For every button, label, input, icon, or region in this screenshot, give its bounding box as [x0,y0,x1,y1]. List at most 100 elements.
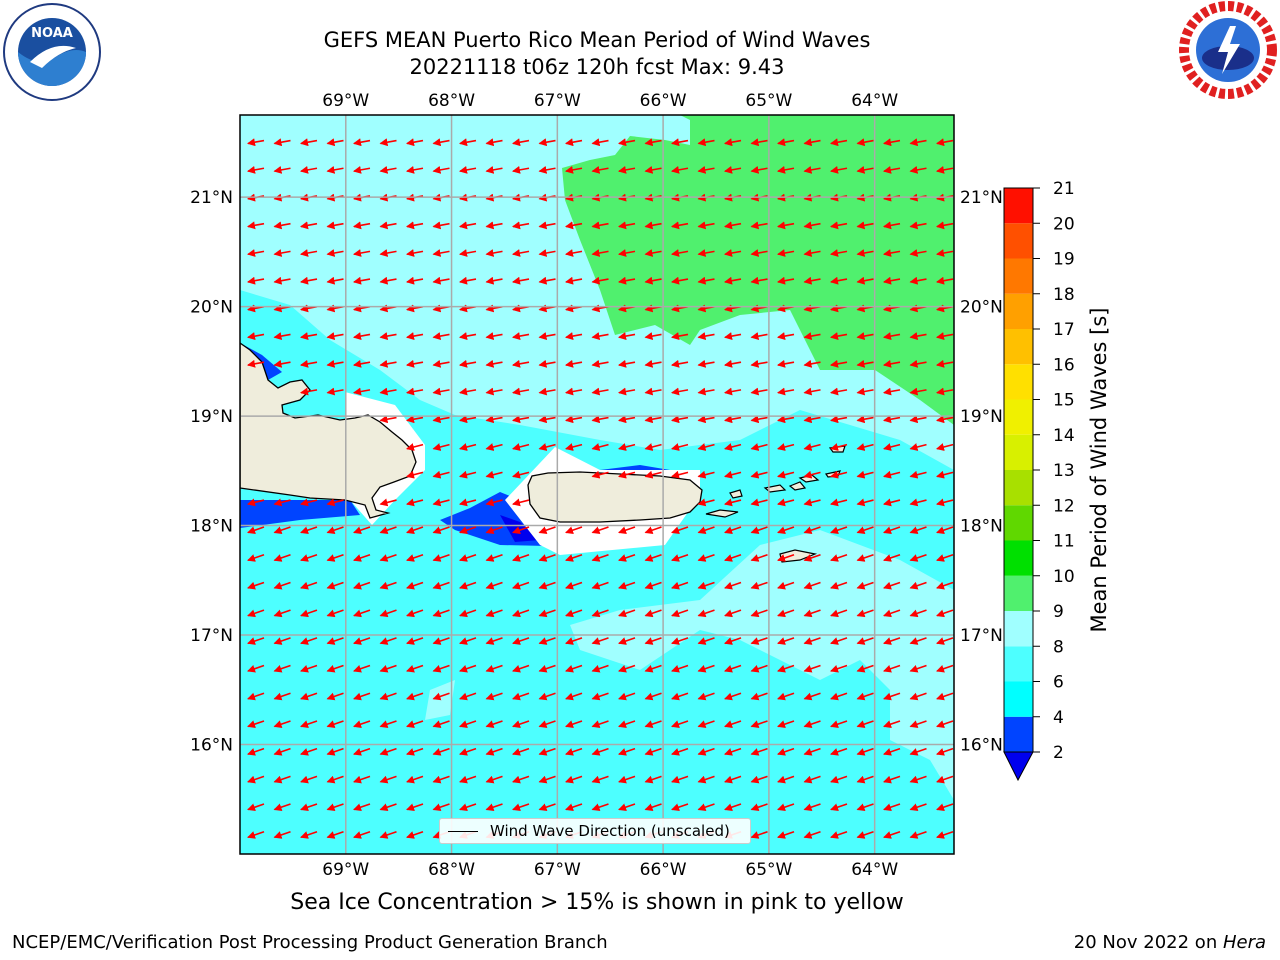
colorbar-tick-4: 4 [1053,708,1064,728]
wave-arrow [326,775,344,784]
wave-arrow [856,830,874,839]
wave-arrow [936,637,954,645]
wave-arrow [247,332,265,341]
wave-arrow [618,387,636,396]
wave-arrow [406,359,424,368]
wave-arrow [856,332,874,341]
wave-arrow [565,332,583,341]
wave-arrow [803,415,821,424]
wave-arrow [671,138,689,147]
wave-arrow [432,276,450,285]
colorbar-swatches [1004,188,1033,752]
latitude-ticks-right: 21°N 20°N 19°N 18°N 17°N 16°N [960,188,1003,755]
wave-arrow [538,387,556,396]
wave-arrow [538,165,556,174]
wave-arrow [512,720,530,728]
wave-arrow [485,415,503,424]
wave-arrow [724,720,742,728]
wave-arrow [830,553,848,562]
wave-arrow [856,692,874,701]
wave-arrow [750,498,768,507]
wave-arrow [273,249,291,257]
wave-arrow [379,221,397,230]
wave-arrow [273,498,291,507]
wave-arrow [406,720,424,728]
wave-arrow [777,359,795,368]
wave-arrow [379,332,397,341]
wave-arrow [273,359,291,368]
wave-arrow [353,332,371,341]
wave-arrow [459,720,477,728]
wave-arrow [671,775,689,784]
wave-arrow [300,221,318,230]
wave-arrow [353,609,371,618]
wind-wave-arrows [247,138,954,839]
chart-title: GEFS MEAN Puerto Rico Mean Period of Win… [323,28,871,52]
wave-arrow [803,692,821,701]
wave-arrow [379,609,397,618]
wave-arrow [618,803,636,812]
wave-arrow [936,803,954,812]
wave-arrow [432,470,450,479]
wave-arrow [644,470,662,479]
wave-arrow [618,553,636,562]
colorbar-tick-12: 12 [1053,496,1075,516]
wave-arrow [724,775,742,784]
wave-arrow [485,276,503,285]
wave-arrow [300,775,318,784]
lat-tick-left-0: 21°N [190,188,233,208]
wave-arrow [909,443,927,451]
wave-arrow [909,249,927,257]
colorbar-swatch-9 [1004,575,1033,611]
colorbar-tick-19: 19 [1053,250,1075,270]
wave-arrow [300,664,318,673]
wave-arrow [591,581,609,590]
wave-arrow [565,609,583,618]
wave-arrow [671,221,689,230]
wave-arrow [777,415,795,424]
wave-arrow [724,470,742,479]
wave-arrow [485,221,503,230]
wave-arrow [724,387,742,396]
wave-arrow [671,165,689,174]
wave-arrow [247,720,265,728]
wave-arrow [830,720,848,728]
wave-arrow [936,415,954,424]
wave-arrow [724,498,742,507]
wave-arrow [697,553,715,562]
wave-arrow [644,221,662,230]
wave-arrow [485,498,503,507]
wave-arrow [777,803,795,812]
wave-arrow [485,637,503,645]
wave-arrow [856,747,874,756]
wave-arrow [379,830,397,839]
wave-arrow [247,526,265,535]
wave-arrow [803,830,821,839]
wave-arrow [856,249,874,257]
wave-arrow [432,138,450,147]
latitude-ticks-left: 21°N 20°N 19°N 18°N 17°N 16°N [190,188,233,755]
wave-arrow [697,249,715,257]
wave-arrow [936,221,954,230]
wave-arrow [432,664,450,673]
wave-arrow [379,747,397,756]
wave-arrow [591,249,609,257]
wave-arrow [830,775,848,784]
wave-arrow [512,498,530,507]
wave-arrow [777,470,795,479]
wave-arrow [671,276,689,285]
wave-arrow [512,332,530,341]
wave-arrow [644,249,662,257]
wave-arrow [379,664,397,673]
colorbar-swatch-13 [1004,434,1033,470]
wave-arrow [459,526,477,535]
wave-arrow [618,415,636,424]
wave-arrow [538,138,556,147]
wave-arrow [538,637,556,645]
wave-arrow [909,470,927,479]
colorbar-swatch-18 [1004,258,1033,294]
colorbar-swatch-10 [1004,540,1033,576]
wave-arrow [432,720,450,728]
wave-arrow [485,443,503,451]
wave-arrow [432,747,450,756]
